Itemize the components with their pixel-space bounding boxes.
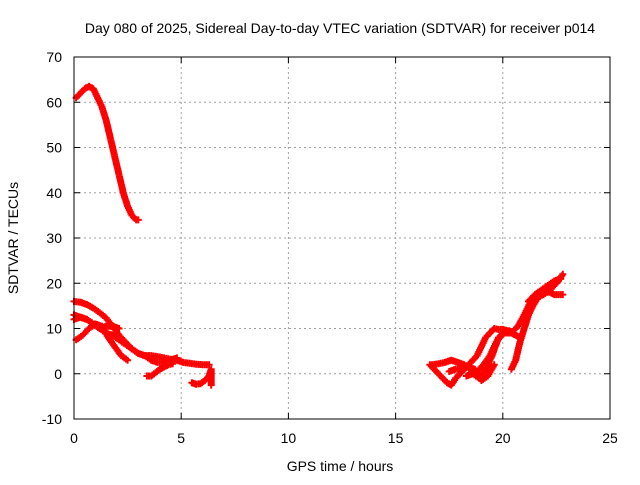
x-tick-label: 15 xyxy=(388,430,404,446)
y-tick-label: 30 xyxy=(46,230,62,246)
series-markers xyxy=(188,365,215,389)
series-sat-e xyxy=(70,313,123,332)
series-sat-f xyxy=(143,360,177,380)
x-tick-label: 5 xyxy=(177,430,185,446)
x-tick-label: 0 xyxy=(70,430,78,446)
y-tick-label: 50 xyxy=(46,140,62,156)
series-sat-m xyxy=(525,275,565,305)
series-sat-g xyxy=(188,365,215,389)
series-sat-a xyxy=(72,82,142,224)
series-sat-l xyxy=(507,288,567,373)
series-markers xyxy=(143,360,177,380)
y-tick-label: 10 xyxy=(46,321,62,337)
axis-ticks: 0 5 10 15 20 25 -10 0 10 20 30 40 50 60 70 xyxy=(42,49,618,446)
x-tick-label: 10 xyxy=(281,430,297,446)
chart-title: Day 080 of 2025, Sidereal Day-to-day VTE… xyxy=(85,20,595,36)
x-tick-label: 20 xyxy=(495,430,511,446)
data-points xyxy=(70,82,567,389)
y-tick-label: 0 xyxy=(54,366,62,382)
series-markers xyxy=(507,288,567,373)
series-markers xyxy=(72,82,142,224)
series-markers xyxy=(525,275,565,305)
grid xyxy=(74,57,610,419)
y-tick-label: 60 xyxy=(46,94,62,110)
x-tick-label: 25 xyxy=(602,430,618,446)
x-axis-label: GPS time / hours xyxy=(287,458,394,474)
y-tick-label: 20 xyxy=(46,275,62,291)
y-axis-label: SDTVAR / TECUs xyxy=(5,182,21,294)
series-markers xyxy=(70,313,123,332)
y-tick-label: -10 xyxy=(42,411,62,427)
y-tick-label: 70 xyxy=(46,49,62,65)
y-tick-label: 40 xyxy=(46,185,62,201)
